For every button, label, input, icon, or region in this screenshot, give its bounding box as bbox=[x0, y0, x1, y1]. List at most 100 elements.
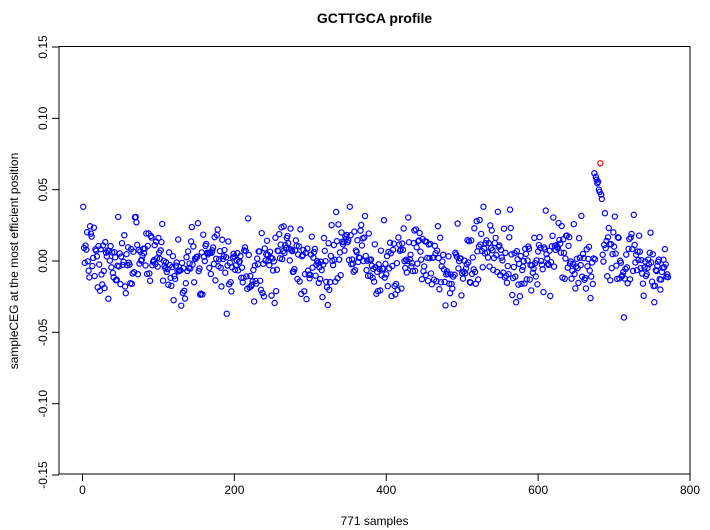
data-point bbox=[434, 222, 442, 230]
data-point bbox=[399, 246, 407, 254]
data-point bbox=[184, 248, 192, 255]
data-point bbox=[357, 227, 364, 234]
data-point bbox=[207, 270, 215, 278]
data-point bbox=[80, 203, 87, 210]
data-point bbox=[445, 253, 452, 260]
data-point bbox=[199, 291, 206, 298]
data-point bbox=[458, 292, 465, 299]
data-point bbox=[394, 286, 401, 294]
data-point bbox=[480, 203, 487, 210]
data-point bbox=[345, 237, 352, 244]
data-point bbox=[613, 262, 620, 269]
data-point bbox=[610, 229, 617, 236]
data-point bbox=[253, 255, 261, 262]
data-point bbox=[171, 275, 179, 283]
data-point bbox=[148, 234, 155, 241]
data-point bbox=[304, 245, 311, 252]
data-point bbox=[360, 257, 367, 265]
data-point bbox=[280, 223, 287, 230]
data-point bbox=[370, 278, 378, 285]
data-point bbox=[122, 290, 129, 297]
data-point bbox=[484, 254, 492, 261]
data-point bbox=[566, 233, 573, 241]
data-point bbox=[303, 295, 310, 303]
data-point bbox=[474, 276, 482, 283]
data-point bbox=[604, 273, 611, 280]
data-point bbox=[325, 239, 332, 247]
data-point bbox=[358, 242, 366, 249]
data-point bbox=[629, 267, 637, 275]
data-point bbox=[657, 286, 664, 293]
data-point bbox=[598, 195, 606, 203]
data-point bbox=[121, 231, 128, 239]
data-point bbox=[286, 257, 294, 264]
data-point bbox=[528, 287, 535, 294]
data-point bbox=[88, 233, 95, 240]
data-point bbox=[230, 250, 237, 257]
data-point bbox=[363, 266, 370, 274]
data-point bbox=[146, 277, 154, 284]
data-point bbox=[82, 242, 89, 249]
data-point bbox=[473, 217, 480, 225]
data-point bbox=[525, 245, 533, 252]
data-point bbox=[599, 251, 606, 258]
data-point bbox=[550, 214, 557, 221]
data-point bbox=[353, 248, 360, 256]
data-point bbox=[279, 255, 286, 263]
data-point bbox=[617, 259, 625, 266]
data-point bbox=[507, 224, 514, 232]
data-point bbox=[369, 274, 376, 281]
data-point bbox=[194, 220, 202, 227]
data-point bbox=[512, 273, 519, 280]
data-point bbox=[200, 231, 207, 238]
data-point bbox=[225, 238, 232, 245]
data-point bbox=[635, 232, 643, 239]
data-point bbox=[96, 287, 104, 294]
data-point bbox=[266, 261, 273, 269]
data-point bbox=[413, 244, 420, 251]
data-point bbox=[221, 246, 228, 254]
data-point bbox=[376, 265, 383, 273]
data-point bbox=[454, 220, 461, 227]
data-point bbox=[575, 235, 583, 242]
data-point bbox=[90, 224, 98, 231]
data-point bbox=[217, 264, 224, 271]
data-point bbox=[272, 234, 279, 241]
data-point bbox=[349, 260, 357, 267]
data-point bbox=[556, 240, 564, 247]
data-point bbox=[231, 266, 239, 273]
data-point bbox=[515, 281, 522, 288]
data-point bbox=[272, 287, 280, 295]
data-point bbox=[409, 267, 417, 275]
data-point bbox=[89, 254, 97, 262]
data-point bbox=[573, 255, 581, 262]
data-point bbox=[386, 239, 394, 246]
data-point bbox=[493, 251, 500, 259]
x-tick-label: 800 bbox=[680, 483, 700, 497]
data-point bbox=[414, 260, 421, 267]
chart-title: GCTTGCA profile bbox=[316, 10, 433, 26]
data-point bbox=[588, 273, 595, 280]
data-point bbox=[89, 262, 96, 270]
data-point bbox=[219, 236, 226, 243]
data-point bbox=[506, 234, 513, 241]
x-tick-label: 600 bbox=[528, 483, 548, 497]
data-point bbox=[146, 270, 153, 277]
data-point bbox=[522, 250, 530, 258]
data-point bbox=[341, 247, 348, 254]
data-point bbox=[251, 262, 259, 269]
data-point bbox=[195, 267, 202, 275]
data-point bbox=[256, 248, 263, 255]
data-point bbox=[623, 264, 631, 271]
data-point bbox=[329, 261, 337, 269]
data-point bbox=[651, 299, 658, 306]
data-point bbox=[482, 239, 489, 247]
data-point bbox=[510, 263, 518, 271]
data-point bbox=[288, 247, 296, 255]
data-point bbox=[368, 262, 376, 269]
data-point bbox=[648, 259, 655, 266]
data-point bbox=[243, 273, 250, 280]
y-tick-label: 0.05 bbox=[36, 178, 50, 202]
data-point bbox=[462, 265, 470, 272]
data-point bbox=[356, 254, 363, 262]
